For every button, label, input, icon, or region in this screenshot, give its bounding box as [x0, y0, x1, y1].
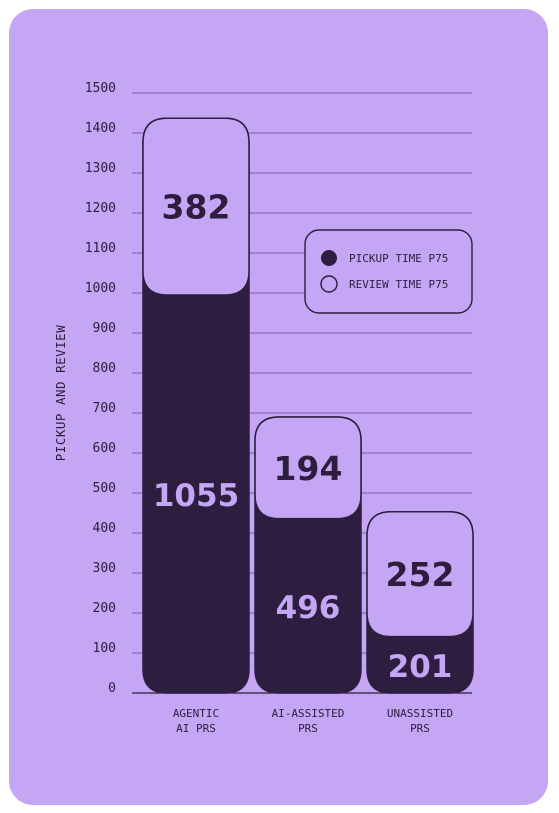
- x-category-label: AGENTIC: [173, 707, 219, 720]
- y-tick-label: 100: [93, 641, 116, 656]
- x-category-label: PRS: [298, 722, 318, 735]
- y-tick-label: 400: [93, 521, 116, 536]
- legend-pickup-swatch: [321, 250, 337, 266]
- y-tick-label: 0: [108, 681, 116, 696]
- y-tick-label: 700: [93, 401, 116, 416]
- bar-review-time: [254, 416, 362, 520]
- stacked-bar-chart: 0 100 200 300 400 500 600 700 800 900 1000 1100 1200…: [53, 81, 474, 735]
- y-axis-label: PICKUP AND REVIEW: [53, 325, 68, 461]
- y-tick-label: 500: [93, 481, 116, 496]
- x-category-label: AI-ASSISTED: [272, 707, 345, 720]
- data-label-pickup: 1055: [153, 478, 239, 514]
- legend-pickup-label: PICKUP TIME P75: [349, 252, 448, 265]
- data-label-review: 252: [386, 555, 455, 594]
- y-tick-label: 800: [93, 361, 116, 376]
- chart-card: 0 100 200 300 400 500 600 700 800 900 1000 1100 1200…: [9, 9, 548, 805]
- bar-review-time: [366, 511, 474, 638]
- data-label-pickup: 496: [276, 590, 341, 626]
- y-tick-label: 1200: [85, 201, 116, 216]
- y-tick-label: 1000: [85, 281, 116, 296]
- y-tick-label: 200: [93, 601, 116, 616]
- data-label-review: 382: [162, 188, 231, 227]
- legend-review-label: REVIEW TIME P75: [349, 278, 448, 291]
- data-label-pickup: 201: [388, 649, 453, 685]
- data-label-review: 194: [274, 449, 343, 488]
- bar-review-time: [142, 117, 250, 296]
- legend-box: [304, 229, 473, 314]
- x-category-label: AI PRS: [176, 722, 216, 735]
- legend-review-swatch: [320, 275, 338, 293]
- x-category-label: PRS: [410, 722, 430, 735]
- y-tick-label: 1100: [85, 241, 116, 256]
- y-tick-label: 300: [93, 561, 116, 576]
- y-tick-label: 1300: [85, 161, 116, 176]
- y-tick-label: 1400: [85, 121, 116, 136]
- y-tick-label: 600: [93, 441, 116, 456]
- y-tick-label: 1500: [85, 81, 116, 96]
- y-tick-label: 900: [93, 321, 116, 336]
- x-category-label: UNASSISTED: [387, 707, 453, 720]
